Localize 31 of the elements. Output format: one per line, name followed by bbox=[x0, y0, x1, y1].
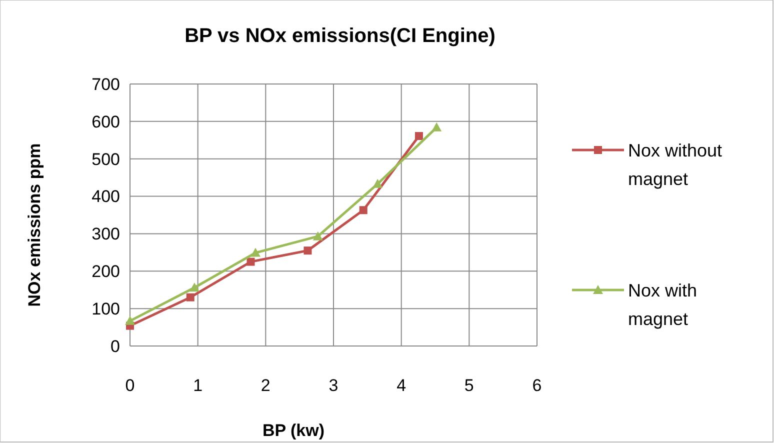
y-tick-label: 600 bbox=[92, 112, 120, 132]
x-tick-label: 3 bbox=[328, 376, 338, 395]
x-tick-label: 4 bbox=[396, 376, 406, 395]
y-axis-title: NOx emissions ppm bbox=[25, 143, 44, 307]
y-tick-label: 0 bbox=[110, 336, 120, 356]
x-axis-title: BP (kw) bbox=[262, 421, 325, 440]
point bbox=[432, 122, 442, 132]
legend-label: Nox without magnet bbox=[628, 140, 722, 190]
point bbox=[189, 282, 200, 292]
y-tick-label: 400 bbox=[92, 187, 120, 206]
point bbox=[125, 316, 135, 325]
x-tick-label: 5 bbox=[464, 376, 474, 395]
x-tick-label: 0 bbox=[125, 376, 135, 395]
y-tick-label: 300 bbox=[92, 224, 120, 244]
point bbox=[304, 246, 312, 255]
x-tick-label: 6 bbox=[532, 376, 542, 395]
point bbox=[186, 293, 194, 302]
chart-title: BP vs NOx emissions(CI Engine) bbox=[184, 25, 496, 47]
point bbox=[246, 258, 255, 266]
y-tick-label: 500 bbox=[92, 150, 120, 169]
point bbox=[359, 206, 368, 214]
point bbox=[312, 231, 323, 240]
x-tick-label: 1 bbox=[193, 376, 203, 395]
point bbox=[250, 248, 260, 257]
point bbox=[372, 178, 383, 188]
point bbox=[414, 132, 423, 140]
y-tick-label: 100 bbox=[92, 300, 120, 319]
legend-label: Nox with magnet bbox=[628, 280, 698, 330]
y-tick-label: 700 bbox=[92, 74, 120, 94]
y-tick-label: 200 bbox=[92, 262, 120, 282]
x-tick-label: 2 bbox=[260, 376, 270, 395]
